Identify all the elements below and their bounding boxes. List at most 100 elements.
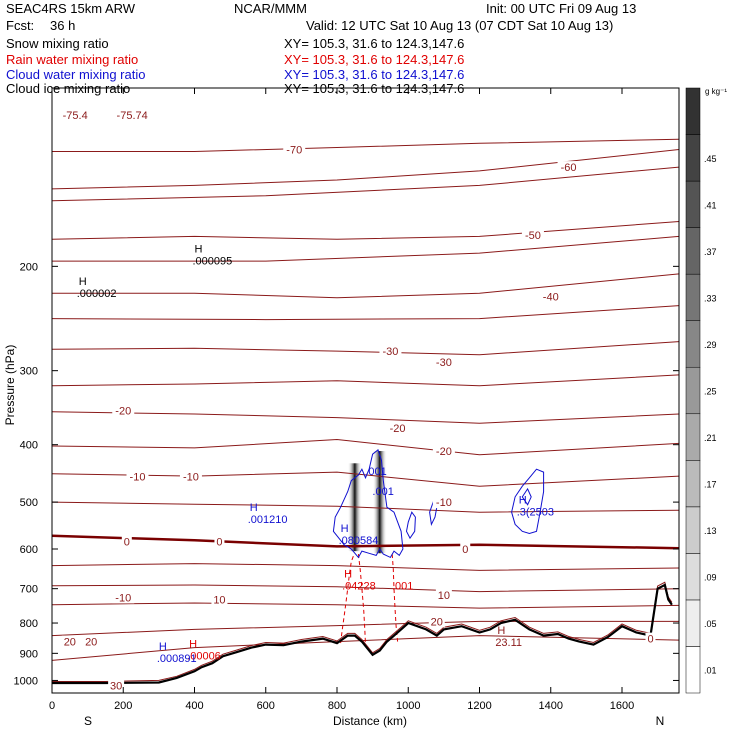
colorbar-swatch: [685, 506, 701, 554]
isotherm-label: -10: [436, 497, 452, 509]
y-tick-label: 400: [20, 440, 38, 452]
isotherm-label-bg: [645, 632, 656, 645]
colorbar-swatch: [685, 413, 701, 461]
isotherm-label-bg: [557, 161, 580, 174]
colorbar-swatch: [685, 366, 701, 415]
extremum-value: 23.11: [495, 637, 522, 649]
isotherm-line: [52, 411, 679, 424]
isotherm-label-bg: [539, 290, 562, 303]
forecast-value: 36 h: [50, 18, 76, 33]
high-marker: H: [497, 625, 505, 637]
high-marker: H: [195, 244, 203, 256]
isotherm-label: -75.4: [63, 110, 88, 122]
colorbar-swatch: [685, 87, 701, 135]
extremum-value: .00006: [187, 650, 221, 662]
isotherm-line: [52, 635, 679, 661]
colorbar-label: .29: [704, 340, 717, 350]
isotherm-line: [52, 374, 679, 387]
isotherm-label: -20: [115, 405, 131, 417]
y-tick-label: 600: [20, 544, 38, 556]
org-label: NCAR/MMM: [234, 1, 307, 16]
isotherm-label-bg: [521, 228, 544, 241]
colorbar-label: .13: [704, 526, 717, 536]
field-snow-xy: XY= 105.3, 31.6 to 124.3,147.6: [284, 36, 465, 51]
isotherm-label: -30: [436, 357, 452, 369]
x-tick-label: 400: [185, 700, 203, 712]
init-time: Init: 00 UTC Fri 09 Aug 13: [486, 1, 637, 16]
isotherm-label-bg: [432, 355, 455, 368]
y-tick-label: 200: [20, 261, 38, 273]
field-rain-xy: XY= 105.3, 31.6 to 124.3,147.6: [284, 52, 465, 67]
colorbar-swatch: [685, 134, 701, 182]
isotherm-label-bg: [435, 589, 452, 602]
colorbar-swatch: [685, 180, 701, 228]
isotherm-label-bg: [283, 143, 306, 156]
x-tick-label: 800: [328, 700, 346, 712]
colorbar-label: .05: [704, 619, 717, 629]
isotherm-label: 20: [85, 637, 97, 649]
high-marker: H: [79, 276, 87, 288]
colorbar-swatch: [685, 460, 701, 508]
extremum-value: .001: [372, 486, 393, 498]
isotherm-label: 10: [438, 590, 450, 602]
isotherm-label-bg: [432, 496, 455, 509]
high-marker: H: [344, 568, 352, 580]
isotherm-label: -30: [382, 346, 398, 358]
colorbar-swatch: [685, 273, 701, 321]
colorbar-label: .21: [704, 433, 717, 443]
colorbar-label: .17: [704, 480, 717, 490]
isotherm-label: -20: [436, 446, 452, 458]
isotherm-line: [52, 563, 679, 571]
x-tick-label: 1000: [396, 700, 420, 712]
isotherm-label-bg: [83, 635, 100, 648]
isotherm-line: [52, 438, 679, 456]
isotherm-label-bg: [432, 445, 455, 458]
colorbar-label: .01: [704, 666, 717, 676]
colorbar-swatch: [685, 553, 701, 601]
terrain-isotherm-line: [52, 581, 673, 682]
isotherm-label: 10: [213, 594, 225, 606]
isotherm-label: -40: [543, 292, 559, 304]
y-tick-label: 800: [20, 618, 38, 630]
isotherm-label: -75.74: [117, 110, 148, 122]
end-label-right: N: [656, 714, 665, 728]
isotherm-label: -10: [183, 472, 199, 484]
model-title: SEAC4RS 15km ARW: [6, 1, 136, 16]
extremum-value: .000002: [77, 288, 117, 300]
rain-contour: [357, 554, 366, 645]
colorbar-swatch: [685, 599, 701, 647]
isotherm-label: 0: [124, 537, 130, 549]
isotherm-line: [52, 620, 679, 637]
high-marker: H: [189, 638, 197, 650]
isotherm-label: -20: [390, 423, 406, 435]
isotherm-label: -10: [115, 592, 131, 604]
high-marker: H: [250, 502, 258, 514]
colorbar-label: .25: [704, 387, 717, 397]
extremum-value: .001210: [248, 514, 288, 526]
isotherm-label-bg: [61, 635, 78, 648]
colorbar-label: .33: [704, 293, 717, 303]
colorbar-label: .37: [704, 247, 717, 257]
x-tick-label: 0: [49, 700, 55, 712]
isotherm-label-bg: [386, 422, 409, 435]
isotherm-label-bg: [121, 535, 132, 548]
x-tick-label: 1200: [467, 700, 491, 712]
y-tick-label: 1000: [14, 675, 38, 687]
y-tick-label: 300: [20, 366, 38, 378]
isotherm-label: 0: [216, 537, 222, 549]
high-marker: H: [159, 641, 167, 653]
colorbar-label: .41: [704, 200, 717, 210]
cloud-water-contour: [521, 487, 532, 506]
field-cloudwater-xy: XY= 105.3, 31.6 to 124.3,147.6: [284, 67, 465, 82]
x-axis-label: Distance (km): [333, 714, 407, 728]
isotherm-line: [52, 273, 679, 299]
isotherm-line: [52, 138, 679, 152]
isotherm-label: 20: [431, 616, 443, 628]
isotherm-label-bg: [58, 108, 93, 121]
high-marker: H: [519, 495, 527, 507]
cloud-water-contour: [511, 468, 545, 535]
isotherm-label: -50: [525, 230, 541, 242]
extremum-value: .04228: [342, 580, 376, 592]
x-tick-label: 600: [257, 700, 275, 712]
y-tick-label: 700: [20, 584, 38, 596]
